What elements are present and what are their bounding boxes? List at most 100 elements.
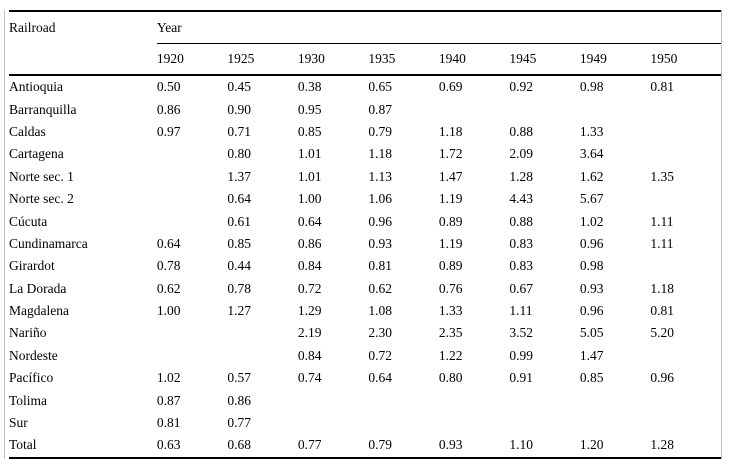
value-cell [368,412,439,434]
value-cell: 0.84 [297,258,322,274]
value-cell: 0.85 [579,370,604,386]
value-cell: 4.43 [509,191,533,207]
value-cell [368,389,439,411]
railroad-year-table: Railroad Year 1920 1925 1930 1935 1940 1945 19… [4,10,722,459]
value-cell [298,389,369,411]
value-cell: 0.85 [297,123,322,139]
railroad-name-cell: Norte sec. 2 [9,191,74,207]
value-cell: 1.33 [438,303,463,319]
value-cell: 0.99 [509,347,533,363]
value-cell: 1.18 [650,280,674,296]
railroad-name-cell: Nariño [9,325,47,341]
value-cell: 0.78 [156,258,181,274]
value-cell [650,345,721,367]
value-cell: 1.18 [438,123,463,139]
value-cell [227,345,298,367]
value-cell: 0.77 [227,415,251,431]
railroad-name-cell: Pacífico [9,370,54,386]
value-cell: 0.72 [297,280,322,296]
year-column-header: 1935 [368,51,396,66]
value-cell: 1.01 [297,168,322,184]
value-cell: 0.80 [438,370,463,386]
table-row: Cundinamarca 0.64 0.85 0.86 0.93 1.19 0.83 0.96… [9,233,721,255]
value-cell: 1.19 [438,235,463,251]
value-cell: 0.87 [156,392,181,408]
railroad-name-cell: Girardot [9,258,55,274]
value-cell: 2.30 [368,325,392,341]
value-cell [650,143,721,165]
value-cell: 1.35 [650,168,674,184]
value-cell [157,166,228,188]
value-cell: 0.64 [297,213,322,229]
value-cell: 1.33 [579,123,604,139]
value-cell [439,412,510,434]
data-table: Railroad Year 1920 1925 1930 1935 1940 1945 19… [9,10,721,459]
table-row: Norte sec. 2 0.64 1.00 1.06 1.19 4.43 5.67 [9,188,721,210]
value-cell: 0.68 [227,437,251,453]
value-cell: 0.83 [509,258,533,274]
table-row: Sur 0.81 0.77 [9,412,721,434]
value-cell: 0.57 [227,370,251,386]
value-cell: 0.62 [368,280,392,296]
value-cell: 1.47 [579,347,604,363]
railroad-name-cell: La Dorada [9,280,67,296]
value-cell: 0.83 [509,235,533,251]
value-cell: 0.64 [227,191,251,207]
value-cell: 0.69 [438,79,463,95]
value-cell: 0.95 [297,101,322,117]
value-cell: 0.81 [650,303,674,319]
table-header-years-row: 1920 1925 1930 1935 1940 1945 1949 1950 [9,44,721,75]
value-cell: 0.61 [227,213,251,229]
value-cell: 0.93 [579,280,604,296]
value-cell: 1.08 [368,303,392,319]
year-column-header: 1940 [438,51,466,66]
value-cell [580,98,651,120]
value-cell: 0.81 [156,415,181,431]
column-header-railroad: Railroad [9,19,56,35]
value-cell: 5.20 [650,325,674,341]
year-column-header: 1949 [579,51,607,66]
year-column-header: 1925 [227,51,255,66]
value-cell: 0.79 [368,437,392,453]
value-cell [439,98,510,120]
table-row: Cartagena 0.80 1.01 1.18 1.72 2.09 3.64 [9,143,721,165]
value-cell: 1.11 [650,213,674,229]
value-cell: 0.81 [650,79,674,95]
value-cell: 1.06 [368,191,392,207]
value-cell: 1.01 [297,146,322,162]
value-cell: 0.89 [438,213,463,229]
railroad-name-cell: Tolima [9,392,48,408]
value-cell [650,412,721,434]
table-row: Antioquia 0.50 0.45 0.38 0.65 0.69 0.92 0.98 0.8… [9,75,721,98]
value-cell: 2.35 [438,325,463,341]
value-cell [509,98,580,120]
value-cell: 1.20 [579,437,604,453]
value-cell: 1.18 [368,146,392,162]
table-row: Nariño 2.19 2.30 2.35 3.52 5.05 5.20 [9,322,721,344]
table-row: Caldas 0.97 0.71 0.85 0.79 1.18 0.88 1.33 [9,121,721,143]
value-cell: 0.80 [227,146,251,162]
value-cell: 0.63 [156,437,181,453]
value-cell: 0.87 [368,101,392,117]
value-cell: 0.88 [509,213,533,229]
table-row: Nordeste 0.84 0.72 1.22 0.99 1.47 [9,345,721,367]
value-cell: 0.74 [297,370,322,386]
value-cell [439,389,510,411]
value-cell: 0.45 [227,79,251,95]
railroad-name-cell: Magdalena [9,303,69,319]
value-cell: 0.64 [368,370,392,386]
value-cell [650,98,721,120]
value-cell: 1.00 [156,303,181,319]
value-cell: 0.77 [297,437,322,453]
value-cell: 0.85 [227,235,251,251]
value-cell [580,412,651,434]
value-cell [157,143,228,165]
railroad-name-cell: Caldas [9,123,46,139]
value-cell [650,188,721,210]
value-cell [580,389,651,411]
value-cell: 0.90 [227,101,251,117]
railroad-name-cell: Cúcuta [9,213,48,229]
value-cell: 0.91 [509,370,533,386]
value-cell: 1.11 [650,235,674,251]
